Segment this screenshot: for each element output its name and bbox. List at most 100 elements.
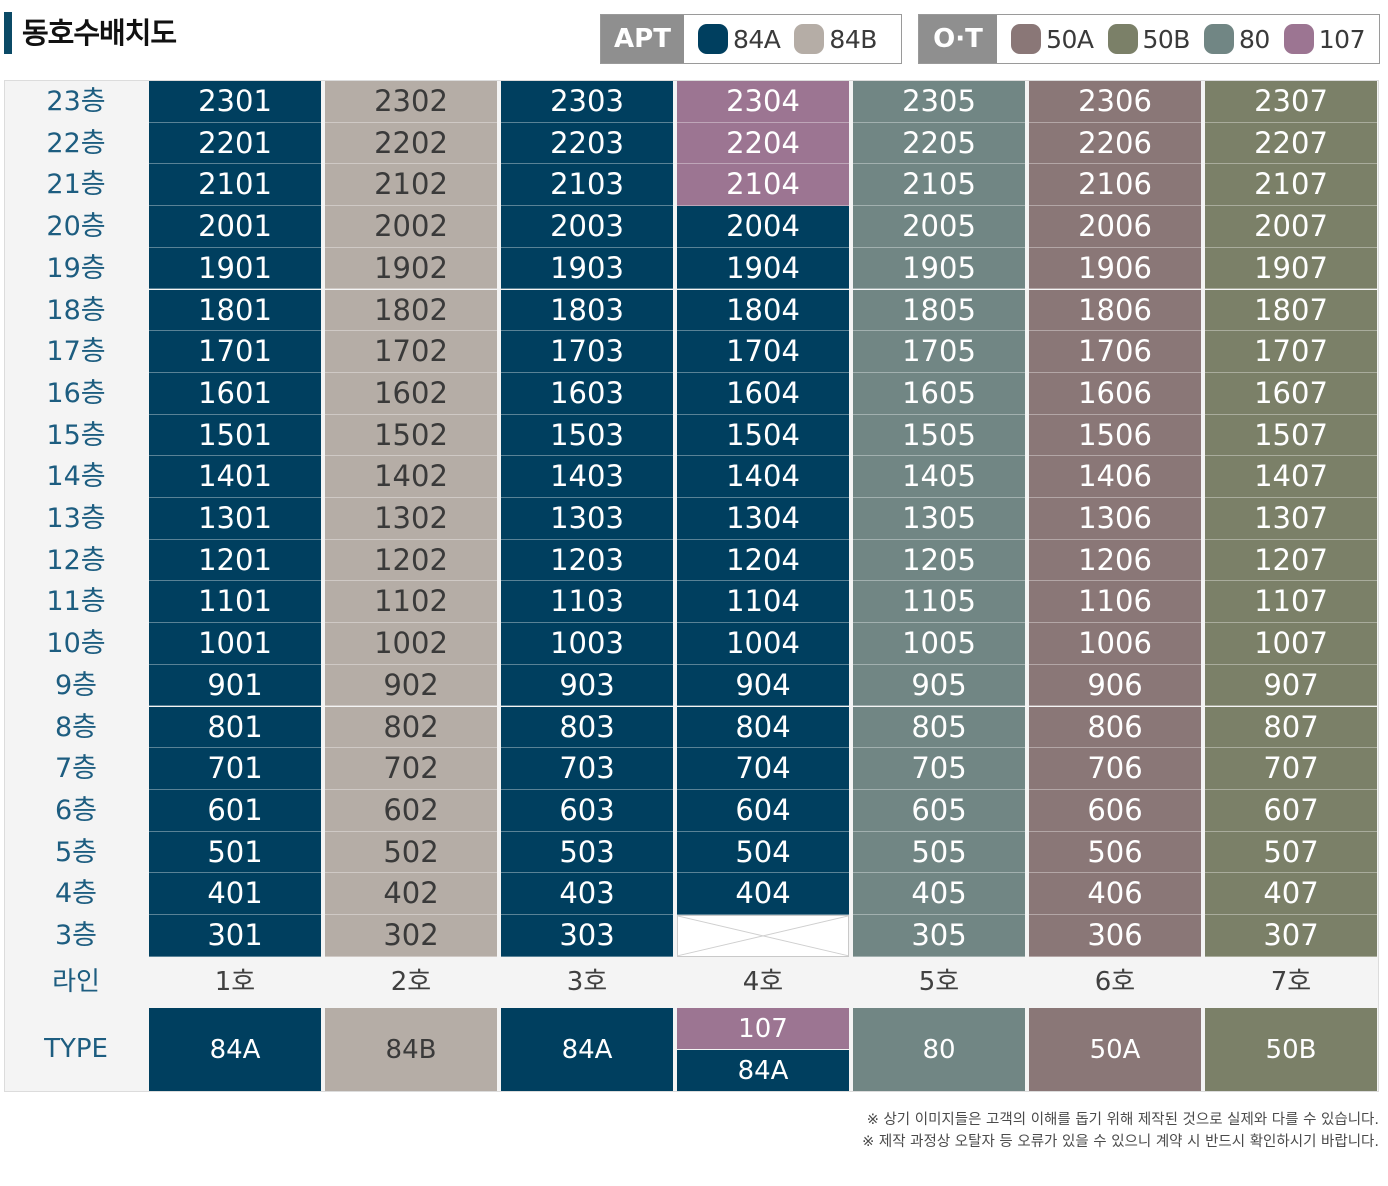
unit-cell-704: 704 <box>677 748 849 790</box>
unit-cell-303: 303 <box>501 915 673 957</box>
unit-cell-702: 702 <box>325 748 497 790</box>
unit-cell-1701: 1701 <box>149 331 321 373</box>
unit-cell-2002: 2002 <box>325 206 497 248</box>
unit-cell-1603: 1603 <box>501 372 673 415</box>
unit-cell-1207: 1207 <box>1205 539 1377 582</box>
unit-cell-306: 306 <box>1029 915 1201 957</box>
unit-cell-1002: 1002 <box>325 623 497 665</box>
unit-cell-1803: 1803 <box>501 289 673 332</box>
floor-label: 9층 <box>54 669 98 701</box>
unit-cell-706: 706 <box>1029 748 1201 790</box>
legend-ot-label: O·T <box>919 15 998 63</box>
unit-cell-1604: 1604 <box>677 372 849 415</box>
title-accent-bar <box>4 12 12 54</box>
unit-cell-2101: 2101 <box>149 164 321 207</box>
unit-cell-401: 401 <box>149 873 321 915</box>
unit-cell-2302: 2302 <box>325 81 497 123</box>
unit-cell-802: 802 <box>325 706 497 749</box>
unit-cell-502: 502 <box>325 831 497 874</box>
unit-cell-405: 405 <box>853 873 1025 915</box>
unit-cell-907: 907 <box>1205 664 1377 707</box>
empty-unit-cell <box>677 915 849 957</box>
unit-cell-2004: 2004 <box>677 206 849 248</box>
line-label: 7호 <box>1270 967 1312 997</box>
unit-cell-2005: 2005 <box>853 206 1025 248</box>
line-label: 2호 <box>390 967 432 997</box>
unit-cell-905: 905 <box>853 664 1025 707</box>
legend-swatch <box>1011 24 1042 54</box>
legend-item-50a: 50A <box>1011 24 1094 54</box>
unit-cell-1007: 1007 <box>1205 623 1377 665</box>
unit-cell-1906: 1906 <box>1029 247 1201 290</box>
unit-cell-503: 503 <box>501 831 673 874</box>
unit-cell-601: 601 <box>149 789 321 832</box>
unit-cell-1506: 1506 <box>1029 414 1201 457</box>
legend-label: 107 <box>1318 24 1366 54</box>
unit-cell-1106: 1106 <box>1029 581 1201 624</box>
floor-label: 15층 <box>46 419 106 451</box>
unit-cell-902: 902 <box>325 664 497 707</box>
unit-cell-1805: 1805 <box>853 289 1025 332</box>
unit-cell-1004: 1004 <box>677 623 849 665</box>
unit-cell-1405: 1405 <box>853 456 1025 498</box>
unit-cell-1107: 1107 <box>1205 581 1377 624</box>
unit-cell-2304: 2304 <box>677 81 849 123</box>
unit-cell-2106: 2106 <box>1029 164 1201 207</box>
unit-cell-1707: 1707 <box>1205 331 1377 373</box>
unit-cell-1307: 1307 <box>1205 498 1377 540</box>
legend-label: 84A <box>733 24 781 54</box>
unit-cell-1501: 1501 <box>149 414 321 457</box>
legend-swatch <box>698 24 728 54</box>
legend-ot-items: 50A 50B 80 107 <box>997 15 1379 63</box>
legend-item-84a: 84A <box>698 24 781 54</box>
unit-cell-1905: 1905 <box>853 247 1025 290</box>
type-cell: 84A <box>501 1008 673 1091</box>
unit-cell-606: 606 <box>1029 789 1201 832</box>
unit-cell-1204: 1204 <box>677 539 849 582</box>
unit-cell-804: 804 <box>677 706 849 749</box>
unit-cell-307: 307 <box>1205 915 1377 957</box>
unit-cell-2107: 2107 <box>1205 164 1377 207</box>
floor-label: 11층 <box>46 586 106 618</box>
floor-label: 6층 <box>54 794 98 826</box>
unit-cell-801: 801 <box>149 706 321 749</box>
unit-cell-301: 301 <box>149 915 321 957</box>
unit-cell-901: 901 <box>149 664 321 707</box>
line-row-label: 라인 <box>52 967 100 997</box>
unit-cell-1801: 1801 <box>149 289 321 332</box>
unit-cell-2103: 2103 <box>501 164 673 207</box>
unit-cell-2204: 2204 <box>677 122 849 165</box>
unit-cell-2105: 2105 <box>853 164 1025 207</box>
unit-cell-603: 603 <box>501 789 673 832</box>
unit-cell-407: 407 <box>1205 873 1377 915</box>
unit-cell-1403: 1403 <box>501 456 673 498</box>
unit-cell-2203: 2203 <box>501 122 673 165</box>
unit-cell-1305: 1305 <box>853 498 1025 540</box>
type-cell: 80 <box>853 1008 1025 1091</box>
unit-cell-2102: 2102 <box>325 164 497 207</box>
unit-cell-1407: 1407 <box>1205 456 1377 498</box>
unit-cell-1306: 1306 <box>1029 498 1201 540</box>
unit-cell-1201: 1201 <box>149 539 321 582</box>
unit-cell-506: 506 <box>1029 831 1201 874</box>
legend-swatch <box>794 24 825 54</box>
unit-cell-1804: 1804 <box>677 289 849 332</box>
page-title: 동호수배치도 <box>22 16 177 50</box>
unit-cell-1607: 1607 <box>1205 372 1377 415</box>
unit-cell-1202: 1202 <box>325 539 497 582</box>
floor-label: 16층 <box>46 377 106 409</box>
legend-swatch <box>1107 24 1138 54</box>
unit-cell-1003: 1003 <box>501 623 673 665</box>
unit-cell-1601: 1601 <box>149 372 321 415</box>
unit-cell-406: 406 <box>1029 873 1201 915</box>
legend-apt-items: 84A 84B <box>684 15 891 63</box>
line-label: 6호 <box>1094 967 1136 997</box>
floor-label: 14층 <box>46 461 106 493</box>
unit-cell-404: 404 <box>677 873 849 915</box>
unit-cell-1104: 1104 <box>677 581 849 624</box>
unit-cell-2007: 2007 <box>1205 206 1377 248</box>
legend-item-80: 80 <box>1203 24 1270 54</box>
legend-apt-label: APT <box>601 15 684 63</box>
unit-cell-1802: 1802 <box>325 289 497 332</box>
unit-cell-1503: 1503 <box>501 414 673 457</box>
